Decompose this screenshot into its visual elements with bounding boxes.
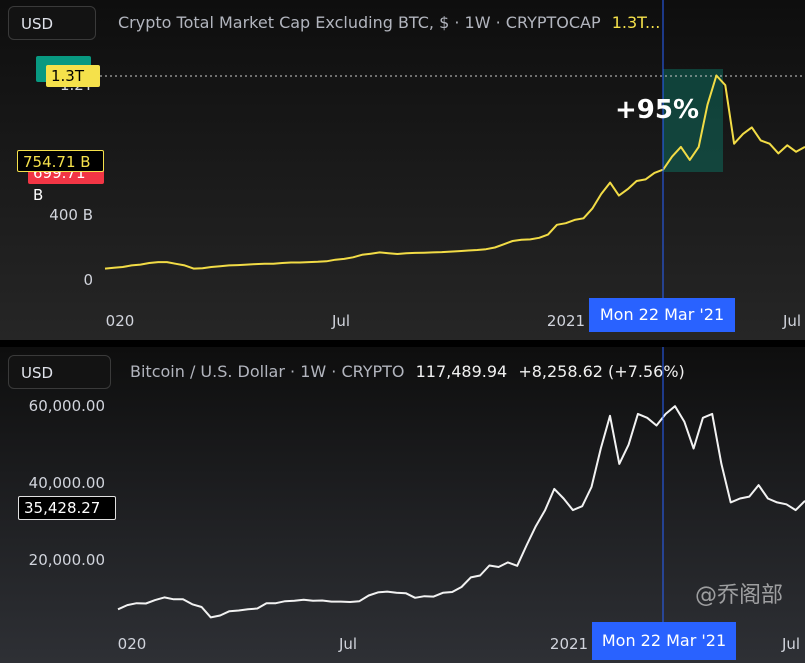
x-tick-label: Jul: [782, 312, 801, 330]
y-tick-label: 0: [83, 271, 93, 289]
series-line: [117, 405, 805, 619]
legend-value: 1.3T...: [611, 13, 661, 32]
y-tick-label: 60,000.00: [29, 397, 105, 415]
measure-percent-label: +95%: [615, 95, 700, 125]
x-tick-label: 020: [106, 312, 135, 330]
last-price-tag: 1.3T: [46, 65, 100, 87]
cursor-price-tag: 35,428.27: [18, 496, 116, 520]
chart-legend: Crypto Total Market Cap Excluding BTC, $…: [118, 13, 660, 32]
legend-title: Crypto Total Market Cap Excluding BTC, $…: [118, 13, 601, 32]
x-tick-label: 020: [118, 635, 147, 653]
pane-divider[interactable]: [0, 340, 805, 347]
cursor-price-tag: 754.71 B: [17, 150, 104, 172]
x-tick-label: Jul: [338, 635, 357, 653]
x-tick-label: Jul: [331, 312, 350, 330]
y-tick-label: 400 B: [49, 206, 93, 224]
currency-button[interactable]: USD: [8, 355, 111, 389]
crosshair-date-badge: Mon 22 Mar '21: [592, 622, 736, 660]
legend-change: +8,258.62 (+7.56%): [518, 362, 685, 381]
x-tick-label: 2021: [550, 635, 588, 653]
bitcoin-pane: 20,000.00 40,000.00 60,000.00 020 Jul 2021 Jul…: [0, 347, 805, 663]
x-tick-label: Jul: [781, 635, 800, 653]
series-line: [104, 74, 805, 270]
x-tick-label: 2021: [547, 312, 585, 330]
y-tick-label: 40,000.00: [29, 474, 105, 492]
y-tick-label: 20,000.00: [29, 551, 105, 569]
crosshair-date-badge: Mon 22 Mar '21: [589, 298, 735, 332]
watermark: @乔阁部: [694, 583, 783, 608]
legend-title: Bitcoin / U.S. Dollar · 1W · CRYPTO: [130, 362, 405, 381]
currency-button[interactable]: USD: [8, 6, 96, 40]
chart-legend: Bitcoin / U.S. Dollar · 1W · CRYPTO 117,…: [130, 362, 685, 381]
bitcoin-chart[interactable]: 20,000.00 40,000.00 60,000.00 020 Jul 2021 Jul: [0, 347, 805, 663]
legend-close: 117,489.94: [415, 362, 508, 381]
